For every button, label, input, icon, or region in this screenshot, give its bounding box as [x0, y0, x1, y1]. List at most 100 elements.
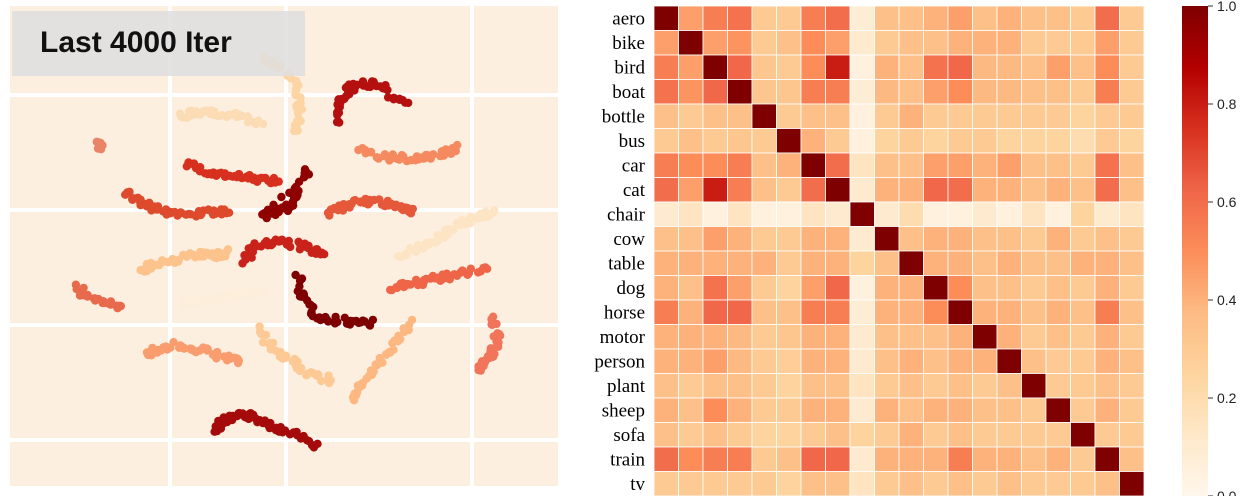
heatmap-cell: [849, 373, 875, 399]
heatmap-cell: [898, 201, 924, 227]
heatmap-cell: [702, 422, 728, 448]
scatter-point: [90, 294, 99, 303]
heatmap-cell: [678, 103, 704, 129]
heatmap-cell: [751, 397, 777, 423]
heatmap-cell: [1045, 373, 1071, 399]
heatmap-cell: [653, 79, 679, 105]
heatmap-cell: [947, 177, 973, 203]
heatmap-cell: [727, 128, 753, 154]
heatmap-cell: [898, 446, 924, 472]
heatmap-cell: [751, 226, 777, 252]
heatmap-cell: [702, 201, 728, 227]
scatter-point: [255, 289, 265, 298]
scatter-point: [269, 200, 278, 209]
heatmap-cell: [923, 422, 949, 448]
heatmap-cell: [653, 397, 679, 423]
heatmap-cell: [947, 79, 973, 105]
heatmap-cell: [727, 177, 753, 203]
heatmap-cell: [972, 226, 998, 252]
heatmap-cell: [678, 177, 704, 203]
scatter-point: [250, 283, 259, 293]
heatmap-cell: [653, 103, 679, 129]
heatmap-cell: [996, 177, 1022, 203]
scatter-point: [209, 210, 218, 219]
heatmap-cell: [751, 177, 777, 203]
scatter-point: [313, 439, 322, 448]
heatmap-cell: [1119, 152, 1145, 178]
heatmap-cell: [1021, 128, 1047, 154]
heatmap-cell: [1045, 446, 1071, 472]
heatmap-cell: [996, 226, 1022, 252]
heatmap-cell: [972, 397, 998, 423]
heatmap-cell: [1070, 348, 1096, 374]
heatmap-cell: [923, 471, 949, 497]
heatmap-cell: [1070, 152, 1096, 178]
heatmap-cell: [727, 226, 753, 252]
heatmap-cell: [947, 348, 973, 374]
scatter-point: [366, 147, 376, 157]
heatmap-cell: [776, 446, 802, 472]
scatter-point: [286, 242, 295, 252]
scatter-point: [244, 113, 253, 123]
heatmap-cell: [751, 201, 777, 227]
heatmap-cell: [898, 177, 924, 203]
heatmap-cell: [678, 422, 704, 448]
heatmap-cell: [1094, 177, 1120, 203]
heatmap-cell: [898, 250, 924, 276]
heatmap-cell: [1119, 79, 1145, 105]
colorbar-tick-label: 0.4: [1217, 292, 1237, 308]
colorbar-tick-label: 0.8: [1217, 96, 1237, 112]
heatmap-cell: [653, 152, 679, 178]
heatmap-cell: [825, 226, 851, 252]
heatmap-cell: [947, 128, 973, 154]
scatter-point: [453, 140, 462, 150]
heatmap-cell: [727, 250, 753, 276]
scatter-point: [302, 242, 311, 252]
heatmap-cell: [874, 152, 900, 178]
heatmap-cell: [702, 250, 728, 276]
heatmap-cell: [1070, 397, 1096, 423]
heatmap-cell: [1045, 348, 1071, 374]
heatmap-cell: [776, 226, 802, 252]
heatmap-cell: [653, 30, 679, 56]
heatmap-cell: [1045, 275, 1071, 301]
scatter-point: [389, 345, 398, 354]
heatmap-cell: [898, 5, 924, 31]
heatmap-cell: [923, 397, 949, 423]
heatmap-cell: [1119, 422, 1145, 448]
heatmap-cell: [898, 54, 924, 80]
heatmap-cell: [1094, 5, 1120, 31]
heatmap-cell: [1021, 446, 1047, 472]
heatmap-cell: [653, 299, 679, 325]
heatmap-cell: [898, 103, 924, 129]
heatmap-cell: [1070, 471, 1096, 497]
scatter-point: [297, 364, 306, 373]
heatmap-cell: [996, 275, 1022, 301]
heatmap-cell: [1070, 250, 1096, 276]
scatter-points: [71, 52, 505, 452]
heatmap-cell: [947, 54, 973, 80]
heatmap-cell: [898, 152, 924, 178]
heatmap-cell: [1045, 5, 1071, 31]
heatmap-cell: [702, 177, 728, 203]
heatmap-cell: [898, 348, 924, 374]
heatmap-cell: [898, 226, 924, 252]
heatmap-cell: [751, 54, 777, 80]
heatmap-cell: [653, 471, 679, 497]
scatter-point: [196, 163, 205, 172]
heatmap-cell: [923, 324, 949, 350]
heatmap-cell: [972, 446, 998, 472]
scatter-point: [116, 301, 126, 311]
heatmap-cell: [947, 446, 973, 472]
heatmap-cell: [898, 79, 924, 105]
scatter-point: [320, 250, 329, 259]
heatmap-cell: [702, 5, 728, 31]
heatmap-cell: [800, 422, 826, 448]
scatter-point: [324, 317, 333, 326]
heatmap-cell: [751, 250, 777, 276]
heatmap-cell: [972, 152, 998, 178]
heatmap-cell: [776, 177, 802, 203]
heatmap-cell: [996, 5, 1022, 31]
row-labels: aero bike bird boat bottle bus car cat chair cow t…: [594, 8, 645, 494]
heatmap-cell: [923, 128, 949, 154]
